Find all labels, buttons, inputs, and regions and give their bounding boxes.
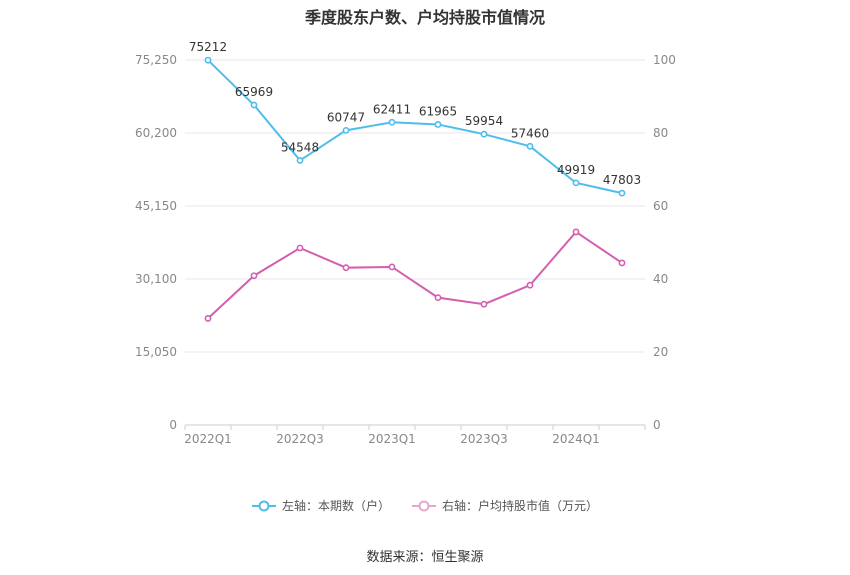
- series-1-point: [388, 263, 396, 271]
- data-source: 数据来源：恒生聚源: [366, 550, 484, 565]
- legend-item-households[interactable]: 左轴：本期数（户）: [251, 497, 390, 514]
- y-right-tick-label: 0: [653, 418, 661, 432]
- x-tick-label: 2023Q1: [368, 432, 416, 446]
- data-label: 62411: [373, 102, 411, 116]
- chart-legend: 左轴：本期数（户） 右轴：户均持股市值（万元）: [0, 497, 850, 514]
- y-left-tick-label: 15,050: [135, 345, 177, 359]
- series-0-point: [618, 189, 626, 197]
- y-right-tick-label: 100: [653, 53, 676, 67]
- y-left-tick-label: 30,100: [135, 272, 177, 286]
- data-label: 60747: [327, 110, 365, 124]
- x-tick-label: 2024Q1: [552, 432, 600, 446]
- data-label: 49919: [557, 163, 595, 177]
- y-right-tick-label: 80: [653, 126, 668, 140]
- data-label: 61965: [419, 104, 457, 118]
- data-label: 75212: [189, 40, 227, 54]
- series-1-point: [526, 281, 534, 289]
- chart-title: 季度股东户数、户均持股市值情况: [304, 8, 545, 27]
- legend-marker-households: [251, 500, 276, 511]
- series-line-1: [207, 230, 623, 320]
- data-label: 59954: [465, 114, 503, 128]
- series-line-0: [207, 59, 623, 195]
- series-0-point: [342, 126, 350, 134]
- series-0-point: [388, 118, 396, 126]
- x-tick-label: 2023Q3: [460, 432, 508, 446]
- series-1-point: [434, 294, 442, 302]
- series-0-point: [572, 179, 580, 187]
- y-right-tick-label: 60: [653, 199, 668, 213]
- legend-label-households: 左轴：本期数（户）: [281, 499, 390, 513]
- x-tick-label: 2022Q1: [184, 432, 232, 446]
- series-0-point: [204, 56, 212, 64]
- series-1-point: [618, 259, 626, 267]
- legend-item-avg-value[interactable]: 右轴：户均持股市值（万元）: [412, 497, 598, 514]
- series-0-point: [434, 121, 442, 128]
- data-label: 47803: [603, 173, 641, 187]
- y-left-tick-label: 75,250: [135, 53, 177, 67]
- y-left-tick-label: 0: [169, 418, 177, 432]
- series-1-point: [204, 315, 212, 322]
- series-1-point: [296, 244, 304, 252]
- series-1-point: [250, 272, 258, 280]
- data-label: 57460: [511, 126, 549, 140]
- legend-label-avg-value: 右轴：户均持股市值（万元）: [442, 499, 599, 513]
- y-right-tick-label: 20: [653, 345, 668, 359]
- series-1-point: [342, 264, 350, 272]
- data-label: 54548: [281, 140, 319, 154]
- data-label: 65969: [235, 85, 273, 99]
- series-1-point: [480, 300, 488, 308]
- series-1-point: [572, 228, 580, 236]
- series-0-point: [480, 130, 488, 138]
- series-0-point: [250, 101, 258, 109]
- series-0-point: [526, 142, 534, 150]
- x-tick-label: 2022Q3: [276, 432, 324, 446]
- y-left-tick-label: 60,200: [135, 126, 177, 140]
- y-right-tick-label: 40: [653, 272, 668, 286]
- series-0-point: [296, 157, 304, 164]
- y-left-tick-label: 45,150: [135, 199, 177, 213]
- legend-marker-avg-value: [412, 500, 436, 511]
